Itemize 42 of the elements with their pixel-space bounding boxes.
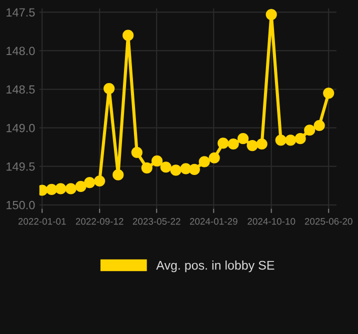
point (228, 138, 239, 150)
point (55, 183, 66, 194)
y-tick-label: 149.5 (6, 162, 35, 171)
point (75, 180, 86, 192)
point (65, 183, 76, 194)
point (304, 124, 316, 136)
point (160, 162, 172, 173)
point (256, 138, 268, 150)
y-tick-label: 148.5 (6, 85, 35, 94)
point (122, 30, 134, 41)
x-tick-label: 2025-06-20 (304, 218, 352, 225)
x-tick-label: 2022-01-01 (18, 218, 66, 225)
point (46, 184, 58, 196)
point (285, 134, 296, 146)
x-tick-label: 2024-01-29 (190, 218, 238, 225)
point (323, 88, 334, 99)
point (152, 155, 163, 167)
point (141, 162, 152, 174)
point (218, 138, 229, 149)
point (112, 169, 124, 180)
legend-label: Avg. pos. in lobby SE (156, 260, 274, 272)
point (94, 175, 106, 187)
point (294, 133, 306, 144)
point (266, 8, 277, 20)
point (238, 133, 249, 144)
y-tick-label: 147.5 (6, 8, 35, 17)
point (170, 164, 182, 176)
point (84, 176, 96, 188)
point (208, 152, 220, 164)
point (275, 134, 286, 146)
x-tick-label: 2023-05-22 (132, 218, 180, 225)
y-tick-label: 148.0 (6, 46, 35, 56)
point (246, 140, 258, 152)
point (198, 156, 210, 168)
y-tick-label: 150.0 (6, 200, 35, 210)
point (104, 82, 115, 94)
y-tick-label: 149.0 (6, 124, 35, 132)
point (314, 120, 325, 132)
point (188, 164, 200, 175)
x-tick-label: 2024-10-10 (248, 218, 296, 225)
point (131, 146, 142, 158)
x-tick-label: 2022-09-12 (76, 218, 124, 225)
